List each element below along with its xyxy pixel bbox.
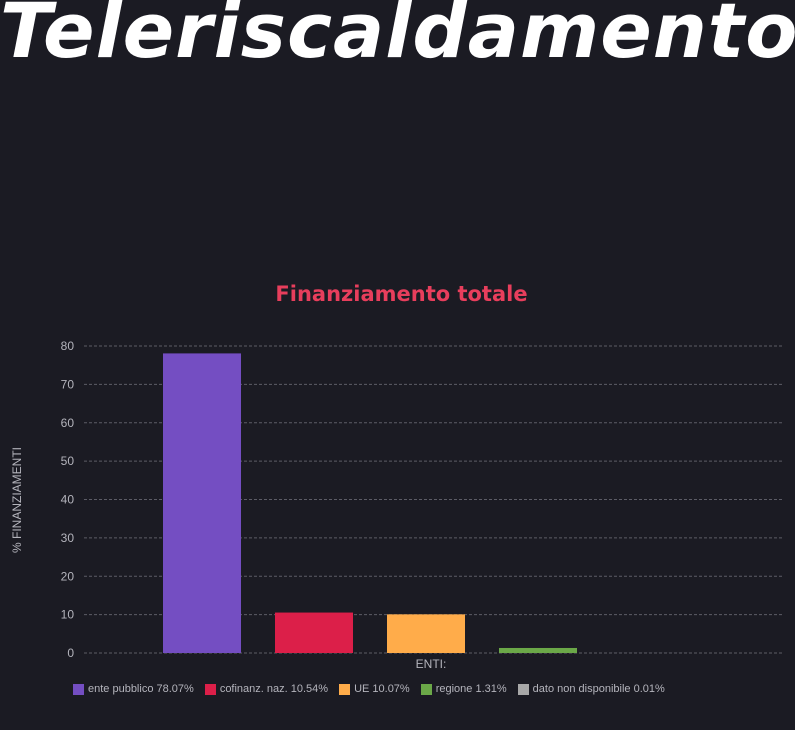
legend-item[interactable]: ente pubblico 78.07%	[73, 683, 194, 695]
legend-swatch	[339, 683, 351, 695]
y-tick-label: 60	[61, 416, 75, 430]
y-tick-label: 10	[61, 608, 75, 622]
y-tick-label: 70	[61, 377, 75, 391]
bar[interactable]	[499, 647, 577, 653]
legend-label: cofinanz. naz. 10.54%	[219, 683, 329, 695]
y-axis-label: % FINANZIAMENTI	[10, 447, 24, 553]
chart-legend: ente pubblico 78.07% cofinanz. naz. 10.5…	[73, 683, 676, 695]
legend-label: regione 1.31%	[435, 683, 507, 695]
legend-item[interactable]: regione 1.31%	[420, 683, 507, 695]
legend-label: ente pubblico 78.07%	[88, 683, 194, 695]
legend-swatch	[73, 683, 84, 695]
y-tick-label: 40	[61, 493, 75, 507]
legend-swatch	[517, 683, 529, 695]
legend-item[interactable]: UE 10.07%	[339, 683, 410, 695]
legend-label: dato non disponibile 0.01%	[532, 683, 665, 695]
bar[interactable]	[387, 614, 465, 653]
y-tick-label: 20	[61, 569, 75, 583]
x-axis-label: ENTI:	[416, 657, 447, 671]
legend-swatch	[420, 683, 432, 695]
bar[interactable]	[163, 353, 241, 653]
bar[interactable]	[275, 612, 353, 653]
y-tick-label: 80	[61, 339, 75, 353]
page-title: Teleriscaldamento	[0, 0, 795, 75]
y-tick-label: 30	[61, 531, 75, 545]
legend-label: UE 10.07%	[354, 683, 410, 695]
chart-title: Finanziamento totale	[275, 282, 528, 306]
y-tick-label: 0	[67, 646, 74, 660]
legend-swatch	[204, 683, 216, 695]
y-tick-label: 50	[61, 454, 75, 468]
legend-item[interactable]: dato non disponibile 0.01%	[517, 683, 665, 695]
legend-item[interactable]: cofinanz. naz. 10.54%	[204, 683, 329, 695]
